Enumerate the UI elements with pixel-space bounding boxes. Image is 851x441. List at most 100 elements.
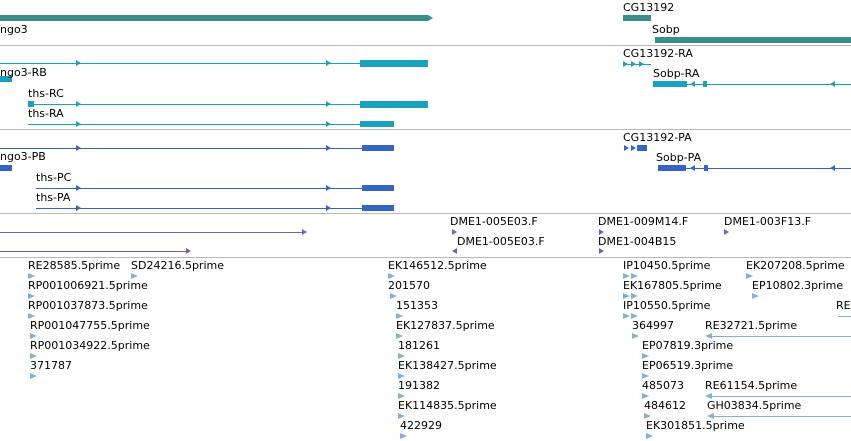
est-label[interactable]: EP06519.3prime xyxy=(642,359,734,372)
gene-ngo3-bar[interactable] xyxy=(0,15,428,21)
protein-label-cg13192-pa[interactable]: CG13192-PA xyxy=(623,131,692,144)
mrna-ths-rc-arrow xyxy=(76,101,81,107)
est-label[interactable]: RP001047755.5prime xyxy=(30,319,150,332)
mrna-cg13192-ra-arrow xyxy=(639,61,644,67)
gene-cg13192-bar[interactable] xyxy=(623,15,651,21)
mrna-label-cg13192-ra[interactable]: CG13192-RA xyxy=(623,47,693,60)
protein-ths-pc-exon[interactable] xyxy=(362,185,394,191)
clone-arrow xyxy=(302,229,307,235)
est-label[interactable]: EK146512.5prime xyxy=(388,259,487,272)
protein-ngo3-pb-exon[interactable] xyxy=(0,165,12,171)
est-label[interactable]: GH03834.5prime xyxy=(707,399,802,412)
est-arrow xyxy=(631,273,638,279)
est-arrow xyxy=(390,293,397,299)
est-label[interactable]: IP10450.5prime xyxy=(623,259,711,272)
est-arrow xyxy=(623,293,630,299)
est-label[interactable]: 485073 xyxy=(642,379,684,392)
est-arrow xyxy=(28,313,35,319)
protein-ngo3-pb-exon[interactable] xyxy=(362,145,394,151)
est-arrow xyxy=(388,273,395,279)
est-label[interactable]: EK301851.5prime xyxy=(646,419,745,432)
clone-label[interactable]: DME1-005E03.F xyxy=(450,215,538,228)
mrna-ngo3-rb-exon[interactable] xyxy=(0,76,12,82)
protein-sobp-pa-intron xyxy=(658,168,851,169)
mrna-ngo3-rb-intron xyxy=(0,63,360,64)
protein-label-ths-pc[interactable]: ths-PC xyxy=(36,171,72,184)
est-label[interactable]: EP10802.3prime xyxy=(752,279,844,292)
mrna-sobp-ra-exon[interactable] xyxy=(703,81,707,87)
est-arrow xyxy=(28,293,35,299)
mrna-label-sobp-ra[interactable]: Sobp-RA xyxy=(653,67,700,80)
gene-label-ngo3[interactable]: ngo3 xyxy=(0,23,28,36)
mrna-ths-rc-exon[interactable] xyxy=(360,101,428,108)
mrna-ngo3-rb-arrow xyxy=(326,60,331,66)
est-label[interactable]: 422929 xyxy=(400,419,442,432)
clone-arrow xyxy=(724,229,729,235)
est-label[interactable]: EK167805.5prime xyxy=(623,279,722,292)
mrna-label-ngo3-rb[interactable]: ngo3-RB xyxy=(0,66,47,79)
est-label[interactable]: RP001037873.5prime xyxy=(28,299,148,312)
est-arrow xyxy=(705,393,712,399)
est-label[interactable]: RE28585.5prime xyxy=(28,259,121,272)
clone-arrow xyxy=(452,229,457,235)
est-label[interactable]: 201570 xyxy=(388,279,430,292)
est-arrow xyxy=(631,293,638,299)
est-arrow xyxy=(398,413,405,419)
clone-track: DME1-005E03.F DME1-005E03.F DME1-009M14.… xyxy=(0,214,851,258)
est-label[interactable]: EK207208.5prime xyxy=(746,259,845,272)
est-label[interactable]: 484612 xyxy=(644,399,686,412)
gene-label-sobp[interactable]: Sobp xyxy=(652,23,680,36)
protein-sobp-pa-exon[interactable] xyxy=(704,165,708,171)
est-arrow xyxy=(752,293,759,299)
mrna-ths-rc-arrow xyxy=(326,101,331,107)
protein-ths-pc-arrow xyxy=(326,185,331,191)
clone-line[interactable] xyxy=(0,251,186,252)
gene-sobp-bar[interactable] xyxy=(655,37,851,43)
protein-cg13192-pa-exon[interactable] xyxy=(637,145,647,151)
mrna-ths-rc-exon[interactable] xyxy=(28,101,34,107)
gene-label-cg13192[interactable]: CG13192 xyxy=(623,1,675,14)
est-label[interactable]: EK127837.5prime xyxy=(396,319,495,332)
protein-label-ngo3-pb[interactable]: ngo3-PB xyxy=(0,150,46,163)
est-label[interactable]: RE xyxy=(836,299,851,312)
mrna-label-ths-rc[interactable]: ths-RC xyxy=(28,87,64,100)
mrna-ths-ra-exon[interactable] xyxy=(360,121,394,127)
protein-label-ths-pa[interactable]: ths-PA xyxy=(36,191,71,204)
est-label[interactable]: EK114835.5prime xyxy=(398,399,497,412)
est-label[interactable]: 181261 xyxy=(398,339,440,352)
clone-line[interactable] xyxy=(0,232,302,233)
est-arrow xyxy=(30,373,37,379)
protein-label-sobp-pa[interactable]: Sobp-PA xyxy=(656,151,702,164)
est-label[interactable]: EK138427.5prime xyxy=(398,359,497,372)
est-arrow xyxy=(623,273,630,279)
clone-label[interactable]: DME1-005E03.F xyxy=(457,235,545,248)
est-label[interactable]: 151353 xyxy=(396,299,438,312)
est-label[interactable]: RE61154.5prime xyxy=(705,379,798,392)
clone-label[interactable]: DME1-003F13.F xyxy=(724,215,812,228)
clone-arrow xyxy=(599,229,604,235)
est-label[interactable]: IP10550.5prime xyxy=(623,299,711,312)
est-label[interactable]: SD24216.5prime xyxy=(131,259,224,272)
mrna-label-ths-ra[interactable]: ths-RA xyxy=(28,107,64,120)
mrna-sobp-ra-exon[interactable] xyxy=(653,81,687,87)
est-label[interactable]: RP001006921.5prime xyxy=(28,279,148,292)
est-label[interactable]: 364997 xyxy=(632,319,674,332)
protein-sobp-pa-exon[interactable] xyxy=(658,165,686,171)
est-line xyxy=(714,416,851,417)
clone-label[interactable]: DME1-009M14.F xyxy=(598,215,689,228)
protein-ngo3-pb-intron xyxy=(0,148,362,149)
mrna-ths-ra-intron xyxy=(28,124,360,125)
clone-label[interactable]: DME1-004B15 xyxy=(598,235,677,248)
protein-ths-pa-arrow xyxy=(326,205,331,211)
est-label[interactable]: RE32721.5prime xyxy=(705,319,798,332)
mrna-ngo3-rb-exon[interactable] xyxy=(360,60,428,67)
est-label[interactable]: 191382 xyxy=(398,379,440,392)
protein-cg13192-pa-arrow xyxy=(624,145,629,151)
protein-ngo3-pb-arrow xyxy=(76,145,81,151)
mrna-ths-ra-arrow xyxy=(76,121,81,127)
est-label[interactable]: EP07819.3prime xyxy=(642,339,734,352)
protein-ths-pa-exon[interactable] xyxy=(362,205,394,211)
protein-ths-pc-intron xyxy=(36,188,362,189)
est-label[interactable]: 371787 xyxy=(30,359,72,372)
est-label[interactable]: RP001034922.5prime xyxy=(30,339,150,352)
